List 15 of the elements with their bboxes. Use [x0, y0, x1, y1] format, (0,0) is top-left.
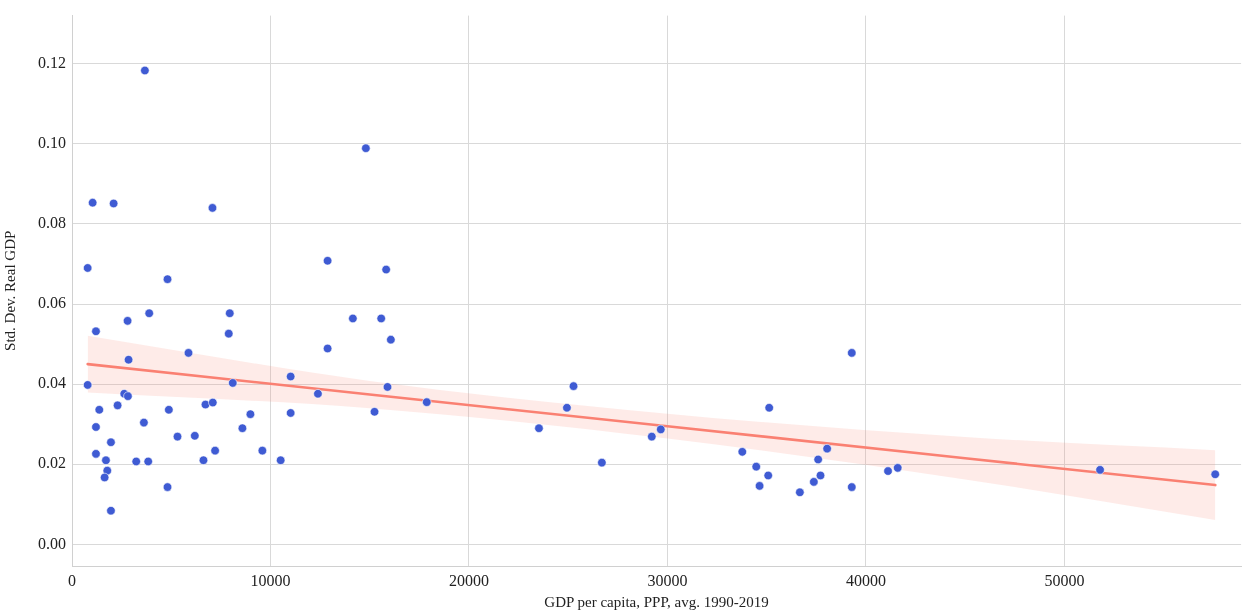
- y-tick-label: 0.00: [38, 534, 66, 552]
- x-tick-label: 20000: [448, 571, 489, 589]
- y-tick-label: 0.06: [38, 294, 66, 312]
- y-tick-label: 0.02: [38, 454, 66, 472]
- y-tick-label: 0.12: [38, 53, 66, 71]
- y-tick-label: 0.10: [38, 133, 66, 151]
- x-tick-label: 30000: [647, 571, 688, 589]
- x-tick-label: 0: [68, 571, 76, 589]
- y-axis-title: Std. Dev. Real GDP: [1, 230, 18, 351]
- x-tick-label: 50000: [1044, 571, 1085, 589]
- x-tick-label: 40000: [845, 571, 886, 589]
- x-axis-title: GDP per capita, PPP, avg. 1990-2019: [544, 593, 769, 610]
- y-tick-label: 0.08: [38, 214, 66, 232]
- y-tick-label: 0.04: [38, 374, 66, 392]
- x-tick-label: 10000: [250, 571, 291, 589]
